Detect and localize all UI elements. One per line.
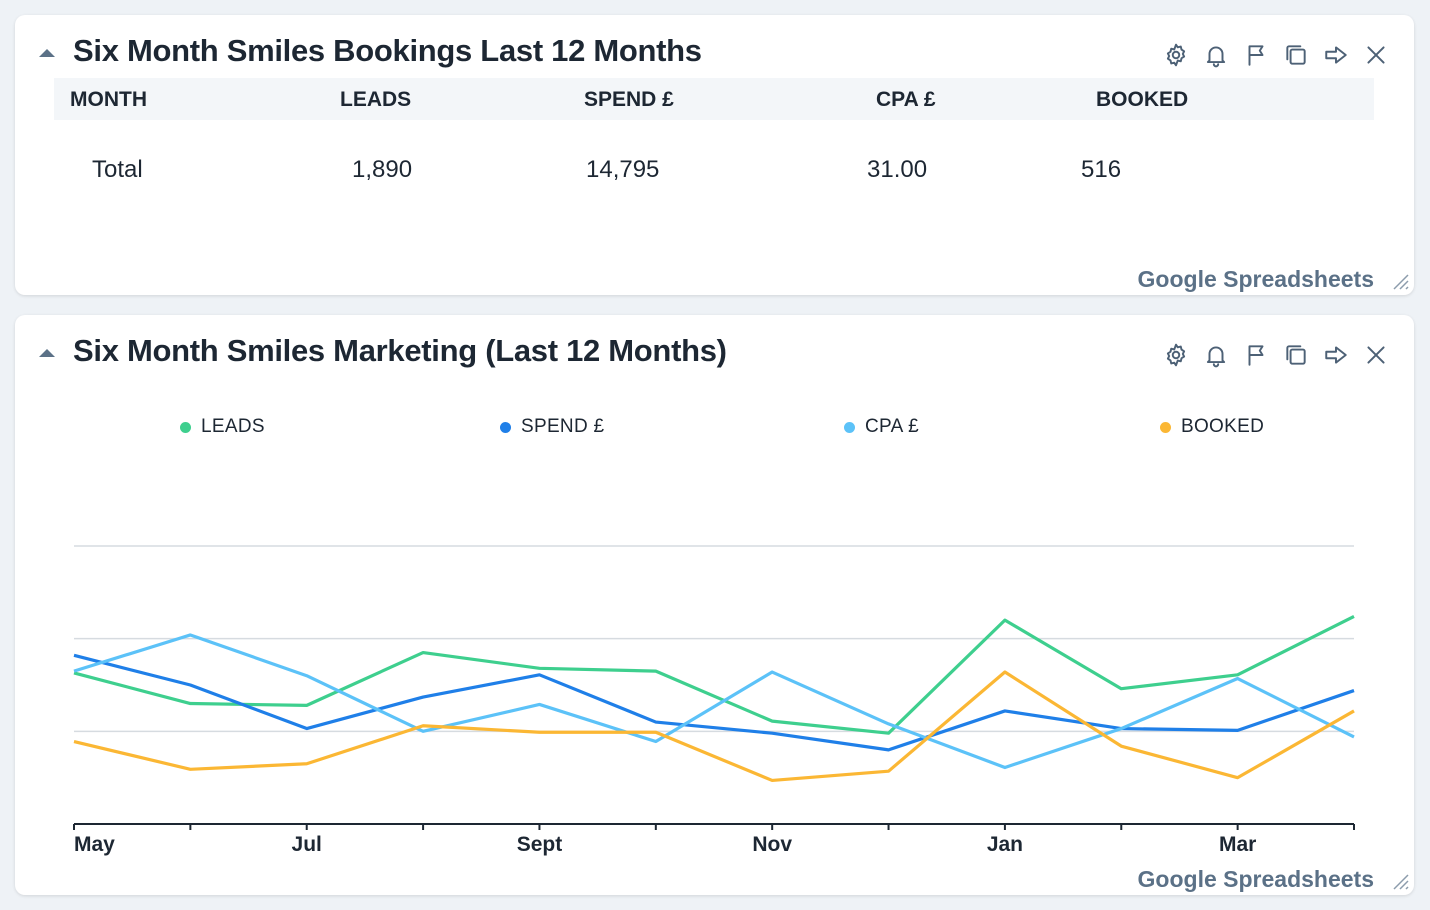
widget-toolbar: [1162, 341, 1390, 369]
export-arrow-icon[interactable]: [1322, 341, 1350, 369]
resize-handle-icon[interactable]: [1388, 269, 1410, 291]
close-icon[interactable]: [1362, 341, 1390, 369]
legend-dot: [500, 421, 511, 433]
collapse-caret-icon[interactable]: [39, 49, 55, 57]
legend-label: CPA £: [865, 416, 919, 437]
duplicate-icon[interactable]: [1282, 341, 1310, 369]
flag-icon[interactable]: [1242, 341, 1270, 369]
cell-spend: 14,795: [586, 156, 660, 183]
series-line-spend[interactable]: [73, 653, 1355, 752]
widget-toolbar: [1162, 41, 1390, 69]
legend-label: SPEND £: [521, 416, 605, 437]
collapse-caret-icon[interactable]: [39, 349, 55, 357]
cell-booked: 516: [1081, 156, 1122, 183]
x-tick-label: Jan: [987, 833, 1023, 856]
x-tick-label: Sept: [517, 833, 563, 856]
legend-item-leads[interactable]: LEADS: [180, 416, 265, 438]
series-line-cpa[interactable]: [73, 633, 1355, 770]
x-tick-label: May: [74, 833, 115, 856]
legend-label: LEADS: [201, 416, 265, 437]
close-icon[interactable]: [1362, 41, 1390, 69]
legend-dot: [1160, 421, 1171, 433]
bookings-widget: Six Month Smiles Bookings Last 12 Months…: [15, 15, 1414, 295]
table-header: MONTH LEADS SPEND £ CPA £ BOOKED: [54, 78, 1374, 120]
legend-item-spend[interactable]: SPEND £: [500, 416, 604, 438]
column-header-spend: SPEND £: [584, 88, 674, 111]
legend-dot: [180, 421, 191, 433]
legend-item-cpa[interactable]: CPA £: [844, 416, 919, 438]
gear-icon[interactable]: [1162, 341, 1190, 369]
duplicate-icon[interactable]: [1282, 41, 1310, 69]
series-line-booked[interactable]: [73, 670, 1355, 783]
line-chart: May Jul Sept Nov Jan Mar: [73, 545, 1355, 856]
bell-icon[interactable]: [1202, 341, 1230, 369]
data-source-label: Google Spreadsheets: [1137, 866, 1374, 892]
resize-handle-icon[interactable]: [1388, 869, 1410, 891]
cell-month: Total: [92, 156, 143, 183]
bell-icon[interactable]: [1202, 41, 1230, 69]
cell-leads: 1,890: [352, 156, 413, 183]
gear-icon[interactable]: [1162, 41, 1190, 69]
marketing-widget: Six Month Smiles Marketing (Last 12 Mont…: [15, 315, 1414, 895]
cell-cpa: 31.00: [867, 156, 928, 183]
widget-title: Six Month Smiles Bookings Last 12 Months: [73, 33, 702, 68]
column-header-month: MONTH: [70, 88, 147, 111]
x-tick-label: Nov: [752, 833, 792, 856]
data-source-label: Google Spreadsheets: [1137, 266, 1374, 292]
legend-dot: [844, 421, 855, 433]
legend-label: BOOKED: [1181, 416, 1265, 437]
column-header-booked: BOOKED: [1096, 88, 1189, 111]
x-tick-label: Mar: [1219, 833, 1256, 856]
flag-icon[interactable]: [1242, 41, 1270, 69]
x-tick-label: Jul: [292, 833, 322, 856]
export-arrow-icon[interactable]: [1322, 41, 1350, 69]
column-header-cpa: CPA £: [876, 88, 936, 111]
widget-title: Six Month Smiles Marketing (Last 12 Mont…: [73, 333, 727, 368]
column-header-leads: LEADS: [340, 88, 412, 111]
legend-item-booked[interactable]: BOOKED: [1160, 416, 1264, 438]
series-line-leads[interactable]: [73, 614, 1355, 735]
